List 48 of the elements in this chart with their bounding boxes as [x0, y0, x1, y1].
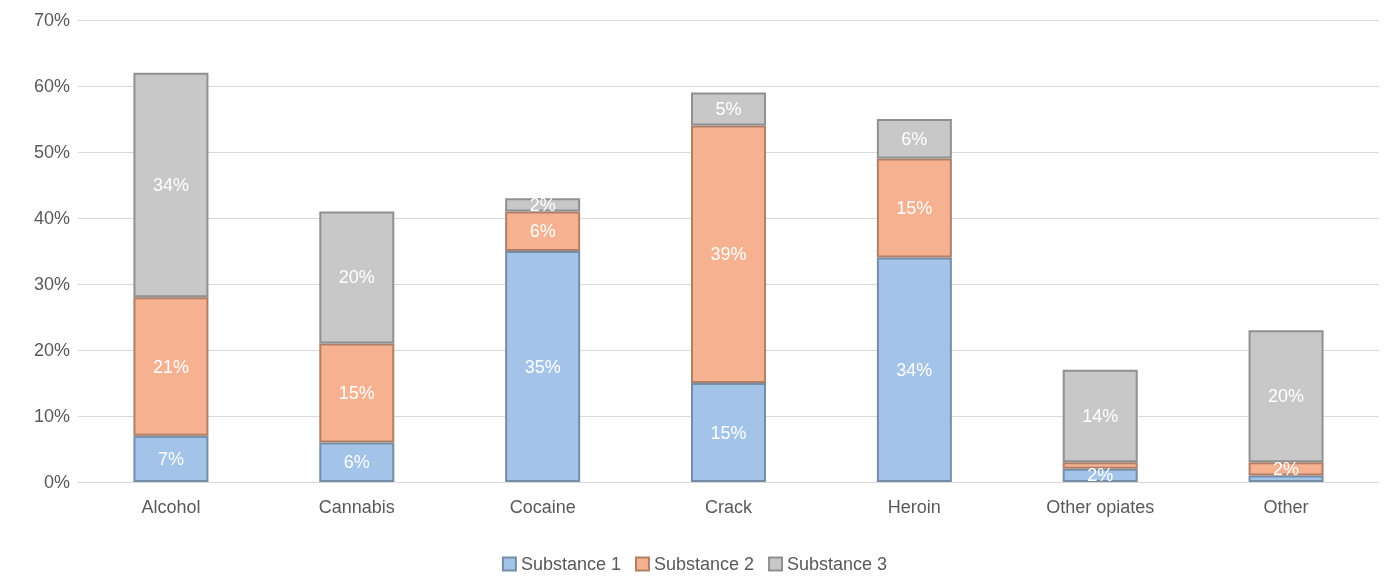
bar — [319, 211, 395, 344]
data-label: 2% — [529, 194, 556, 215]
y-tick-label: 50% — [33, 142, 70, 162]
y-tick-label: 70% — [33, 10, 70, 30]
data-label: 2% — [1273, 458, 1300, 479]
legend-label: Substance 3 — [787, 554, 888, 574]
bar — [876, 119, 952, 159]
data-label: 7% — [157, 448, 184, 469]
data-label: 21% — [152, 356, 189, 377]
bar — [1062, 369, 1138, 463]
x-tick-label: Alcohol — [141, 497, 201, 517]
data-label: 6% — [343, 452, 370, 473]
bar — [876, 257, 952, 482]
x-tick-label: Other — [1263, 497, 1309, 517]
y-tick-label: 40% — [33, 208, 70, 228]
data-label: 6% — [529, 221, 556, 242]
legend-label: Substance 2 — [653, 554, 755, 574]
bar — [133, 72, 209, 298]
bar — [691, 383, 766, 482]
y-tick-label: 30% — [33, 274, 70, 294]
bar — [691, 92, 766, 126]
bar — [505, 211, 581, 251]
bar — [133, 297, 209, 436]
data-label: 39% — [710, 244, 747, 265]
x-tick-label: Cocaine — [509, 497, 576, 517]
y-tick-label: 0% — [43, 472, 70, 492]
bar — [505, 251, 581, 482]
bar — [1248, 475, 1324, 482]
legend-label: Substance 1 — [520, 554, 621, 574]
bar — [691, 125, 766, 383]
x-tick-label: Heroin — [887, 497, 941, 517]
y-tick-label: 10% — [33, 406, 70, 426]
y-tick-label: 20% — [33, 340, 70, 360]
y-tick-label: 60% — [33, 76, 70, 96]
data-label: 15% — [338, 382, 375, 403]
bar — [1248, 330, 1324, 463]
bar — [133, 435, 209, 482]
data-label: 15% — [710, 422, 747, 443]
x-tick-label: Crack — [704, 497, 753, 517]
data-label: 35% — [524, 356, 561, 377]
bar — [876, 158, 952, 258]
x-tick-label: Other opiates — [1046, 497, 1155, 517]
bar — [319, 343, 395, 443]
bar — [1062, 462, 1138, 469]
x-tick-label: Cannabis — [318, 497, 395, 517]
bar — [319, 442, 395, 482]
data-label: 34% — [896, 359, 933, 380]
data-label: 15% — [896, 198, 933, 219]
